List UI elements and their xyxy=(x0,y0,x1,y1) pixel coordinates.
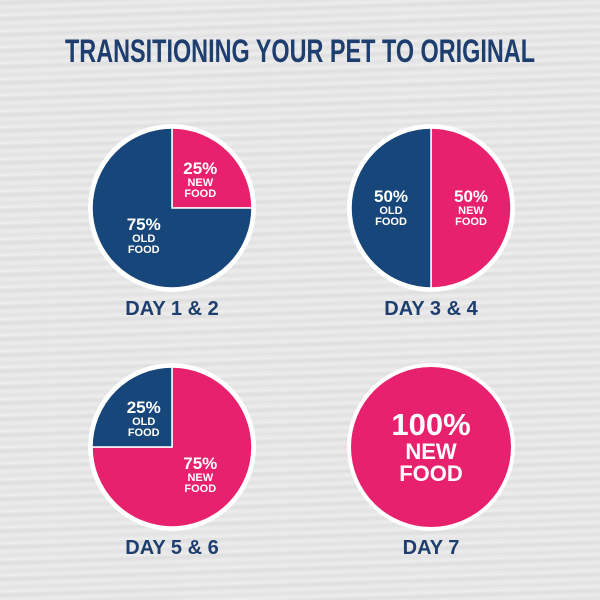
slice-label: 25% OLD FOOD xyxy=(123,399,165,439)
slice-label: 75% OLD FOOD xyxy=(123,216,165,256)
pie-slice xyxy=(91,127,253,289)
slice-category: OLD FOOD xyxy=(127,233,160,257)
slice-label: 25% NEW FOOD xyxy=(179,160,221,200)
pie-title: DAY 5 & 6 xyxy=(125,537,218,559)
pie-slice xyxy=(171,127,253,209)
pie-slice xyxy=(430,127,512,289)
pie-title: DAY 7 xyxy=(403,537,460,559)
pie-slice xyxy=(350,127,432,289)
slice-category: NEW FOOD xyxy=(399,439,463,486)
slice-percent: 75% xyxy=(183,454,218,474)
slice-percent: 75% xyxy=(126,215,161,235)
slice-percent: 100% xyxy=(391,407,471,442)
page-title: TRANSITIONING YOUR PET TO ORIGINAL xyxy=(65,33,535,69)
slice-percent: 25% xyxy=(126,397,161,417)
slice-percent: 50% xyxy=(373,187,409,206)
pie-slice xyxy=(351,367,511,527)
slice-category: OLD FOOD xyxy=(127,415,160,439)
slice-percent: 50% xyxy=(453,187,489,206)
slice-label: 50% NEW FOOD xyxy=(450,188,492,228)
slice-label: 50% OLD FOOD xyxy=(370,188,412,228)
slice-percent: 25% xyxy=(183,158,218,178)
pie-title: DAY 1 & 2 xyxy=(125,298,218,320)
slice-category: OLD FOOD xyxy=(375,205,407,228)
slice-category: NEW FOOD xyxy=(455,205,487,228)
slice-category: NEW FOOD xyxy=(184,472,217,496)
pie-title: DAY 3 & 4 xyxy=(384,298,478,320)
slice-label: 100% NEW FOOD xyxy=(391,409,471,485)
slice-label: 75% NEW FOOD xyxy=(179,455,221,495)
pie-slice xyxy=(91,366,173,448)
slice-category: NEW FOOD xyxy=(184,176,217,200)
